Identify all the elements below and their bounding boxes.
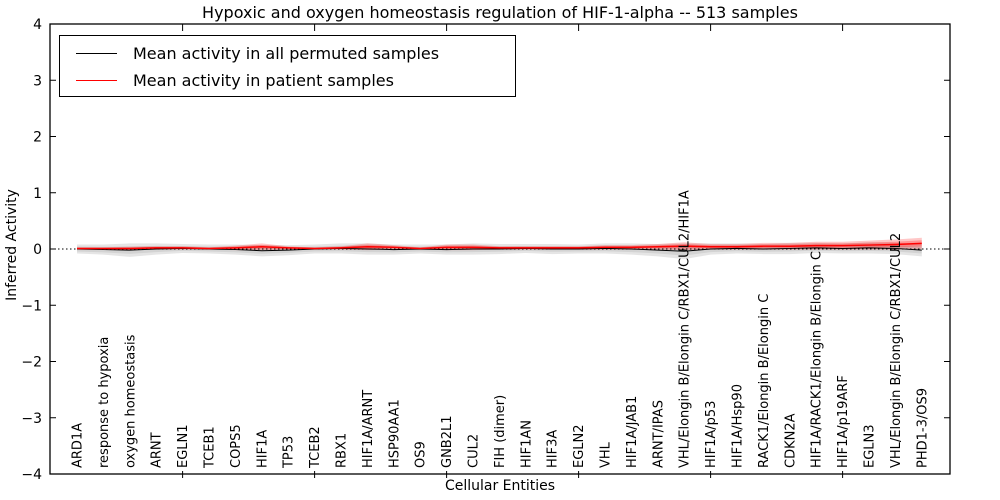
x-category-label: VHL bbox=[599, 441, 614, 468]
patient-line-swatch bbox=[76, 80, 117, 81]
y-tick-label: −1 bbox=[21, 298, 42, 314]
y-tick-label: 2 bbox=[33, 130, 42, 146]
y-tick-label: 3 bbox=[33, 73, 42, 89]
y-tick-label: −3 bbox=[21, 411, 42, 427]
y-axis-label: Inferred Activity bbox=[4, 189, 20, 301]
x-category-label: HIF1A/JAB1 bbox=[625, 396, 640, 468]
permuted-line-swatch bbox=[76, 53, 117, 54]
x-category-label: ARD1A bbox=[71, 423, 86, 468]
patient-mean-line bbox=[77, 242, 922, 250]
x-category-label: EGLN1 bbox=[176, 424, 191, 468]
permuted-mean-line bbox=[76, 247, 922, 252]
y-tick-label: 1 bbox=[33, 186, 42, 202]
y-tick-label: 0 bbox=[33, 242, 42, 258]
x-category-label: GNB2L1 bbox=[440, 415, 455, 468]
x-category-label: CUL2 bbox=[467, 434, 482, 468]
y-tick-label: 4 bbox=[33, 17, 42, 33]
legend: Mean activity in all permuted samples Me… bbox=[59, 35, 516, 97]
x-category-label: ARNT/IPAS bbox=[651, 400, 666, 468]
x-category-label: VHL/Elongin B/Elongin C/RBX1/CUL2/HIF1A bbox=[678, 190, 693, 468]
x-category-label: COPS5 bbox=[229, 424, 244, 468]
x-category-label: TP53 bbox=[282, 436, 297, 469]
x-category-label: VHL/Elongin B/Elongin C/RBX1/CUL2 bbox=[889, 233, 904, 468]
x-category-label: HSP90AA1 bbox=[387, 399, 402, 468]
x-category-label: CDKN2A bbox=[783, 413, 798, 468]
y-tick-label: −4 bbox=[21, 467, 42, 483]
x-category-label: HIF1A/p53 bbox=[704, 401, 719, 468]
x-category-label: EGLN2 bbox=[572, 424, 587, 468]
x-category-label: OS9 bbox=[414, 441, 429, 468]
x-category-label: response to hypoxia bbox=[97, 337, 112, 468]
y-tick-label: −2 bbox=[21, 355, 42, 371]
x-category-label: HIF1A bbox=[255, 430, 270, 468]
x-category-label: TCEB1 bbox=[203, 426, 218, 469]
x-category-label: EGLN3 bbox=[863, 424, 878, 468]
x-category-label: HIF1A/Hsp90 bbox=[731, 384, 746, 468]
x-category-label: ARNT bbox=[150, 432, 165, 468]
x-category-label: oxygen homeostasis bbox=[123, 334, 138, 468]
x-category-label: FIH (dimer) bbox=[493, 395, 508, 468]
legend-label-patient: Mean activity in patient samples bbox=[133, 71, 394, 90]
x-category-label: HIF1AN bbox=[519, 420, 534, 468]
x-axis-label: Cellular Entities bbox=[444, 478, 556, 494]
x-category-label: TCEB2 bbox=[308, 426, 323, 469]
x-category-label: RBX1 bbox=[335, 433, 350, 468]
x-category-label: PHD1-3/OS9 bbox=[915, 388, 930, 468]
x-category-label: RACK1/Elongin B/Elongin C bbox=[757, 294, 772, 468]
legend-item-patient: Mean activity in patient samples bbox=[60, 67, 515, 94]
x-category-label: HIF3A bbox=[546, 430, 561, 468]
x-category-label: HIF1A/ARNT bbox=[361, 390, 376, 468]
chart-title: Hypoxic and oxygen homeostasis regulatio… bbox=[202, 3, 798, 22]
x-category-label: HIF1A/p19ARF bbox=[836, 375, 851, 468]
x-category-label: HIF1A/RACK1/Elongin B/Elongin C bbox=[810, 251, 825, 468]
legend-label-permuted: Mean activity in all permuted samples bbox=[133, 44, 440, 63]
legend-item-permuted: Mean activity in all permuted samples bbox=[60, 40, 515, 67]
